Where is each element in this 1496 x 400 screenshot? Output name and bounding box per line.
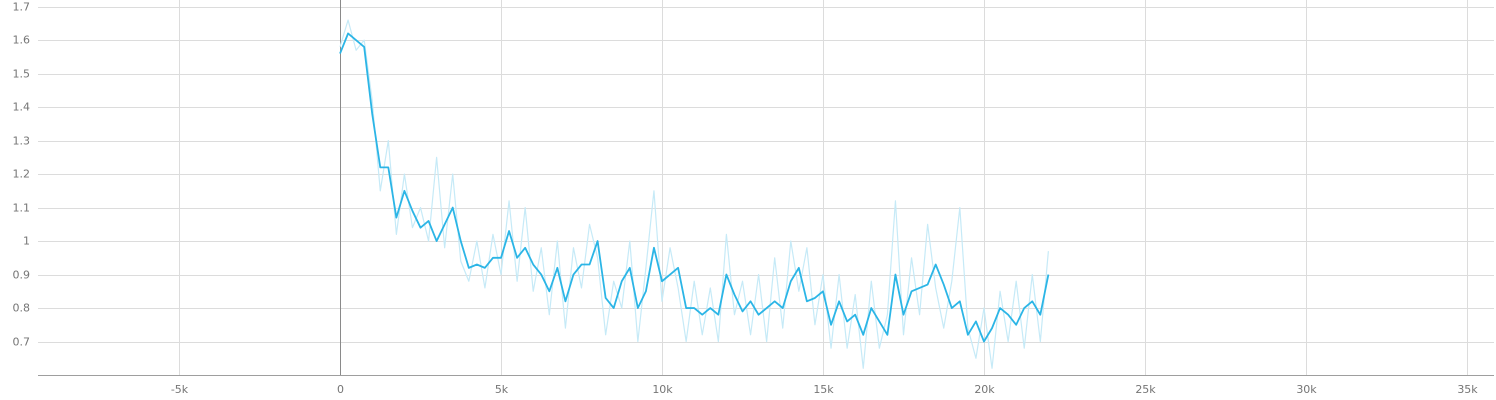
y-tick-label: 0.9: [13, 269, 31, 282]
smoothed-line: [339, 32, 1050, 343]
y-tick-label: 0.7: [13, 336, 31, 349]
x-tick-label: 25k: [1135, 383, 1156, 396]
grid: [38, 0, 1494, 375]
y-tick-label: 1.3: [13, 135, 31, 148]
x-tick-label: 5k: [495, 383, 509, 396]
x-tick-label: 10k: [652, 383, 673, 396]
x-tick-label: 0: [337, 383, 344, 396]
raw-line: [339, 19, 1049, 369]
y-tick-label: 0.8: [13, 302, 31, 315]
x-tick-label: 35k: [1457, 383, 1478, 396]
x-tick-label: 15k: [813, 383, 834, 396]
plot-area: [339, 19, 1050, 369]
x-tick-label: 30k: [1296, 383, 1317, 396]
y-tick-label: 1.1: [13, 202, 31, 215]
y-tick-label: 1.7: [13, 1, 31, 14]
y-tick-label: 1: [23, 235, 30, 248]
x-tick-label: -5k: [171, 383, 189, 396]
y-tick-label: 1.6: [13, 34, 31, 47]
y-tick-label: 1.4: [13, 101, 31, 114]
y-tick-label: 1.2: [13, 168, 31, 181]
x-tick-label: 20k: [974, 383, 995, 396]
y-tick-label: 1.5: [13, 68, 31, 81]
